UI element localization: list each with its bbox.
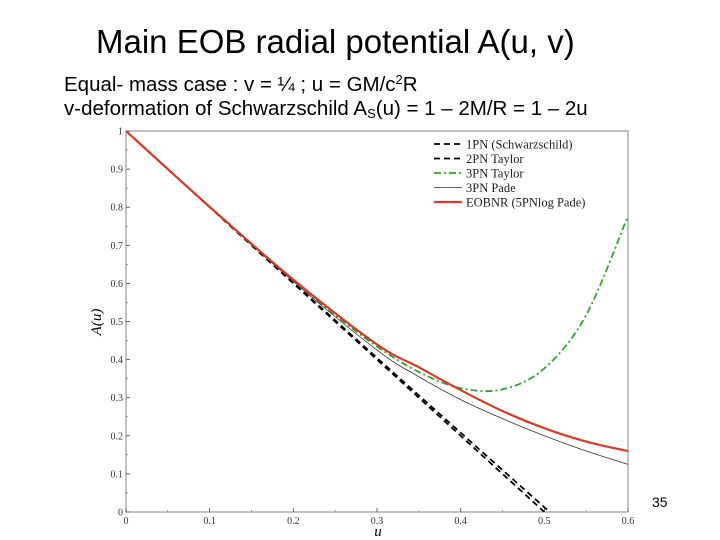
series-line-5: [126, 131, 628, 453]
y-tick-label: 0.3: [111, 393, 124, 404]
x-tick-label: 0.2: [287, 516, 300, 527]
chart-axes: 0 0.1 0.2 0.3 0.4 0.5 0.6 0 0.1 0.2 0.3 0.4 0.5 0.6 0.…: [89, 127, 634, 540]
series-line-4: [126, 131, 628, 465]
y-tick-label: 0.4: [111, 355, 124, 366]
y-tick-label: 0.2: [111, 431, 124, 442]
y-tick-label: 0: [118, 508, 123, 519]
series-line-3: [126, 131, 628, 393]
y-tick-label: 0.9: [111, 165, 124, 176]
y-tick-label: 0.1: [111, 469, 124, 480]
subtitle-line-2-text: v-deformation of Schwarzschild A: [64, 97, 368, 120]
legend-label-5: EOBNR (5PNlog Pade): [466, 196, 585, 210]
page-number: 35: [652, 494, 668, 510]
subtitle-line-2-end: (u) = 1 – 2M/R = 1 – 2u: [375, 97, 588, 120]
y-tick-label: 0.6: [111, 279, 124, 290]
x-tick-label: 0.5: [538, 516, 551, 527]
subtitle-line-2: v-deformation of Schwarzschild AS(u) = 1…: [64, 97, 588, 126]
subtitle-line-1: Equal- mass case : v = ¼ ; u = GM/c2R: [64, 68, 418, 97]
x-tick-label: 0.6: [622, 516, 635, 527]
chart-series: [126, 131, 628, 512]
x-tick-label: 0: [124, 516, 129, 527]
subtitle-line-1-text: Equal- mass case : v = ¼ ; u = GM/c: [64, 73, 396, 96]
subtitle-line-1-superscript: 2: [395, 72, 403, 87]
legend-label-4: 3PN Pade: [466, 181, 516, 195]
slide-title: Main EOB radial potential A(u, v): [96, 23, 575, 60]
y-tick-label: 1: [118, 127, 123, 138]
plot-frame: [125, 130, 629, 513]
subtitle-line-1-end: R: [402, 73, 418, 96]
subtitle-line-2-subscript: S: [367, 106, 376, 121]
x-tick-label: 0.4: [454, 516, 467, 527]
x-tick-label: 0.3: [371, 516, 384, 527]
y-tick-label: 0.8: [111, 203, 124, 214]
legend-label-1: 1PN (Schwarzschild): [466, 138, 573, 152]
y-axis-label: A(u): [89, 309, 105, 337]
x-tick-label: 0.1: [203, 516, 216, 527]
y-tick-label: 0.7: [111, 241, 124, 252]
legend-label-3: 3PN Taylor: [466, 167, 524, 181]
y-tick-label: 0.5: [111, 317, 124, 328]
legend-label-2: 2PN Taylor: [466, 152, 524, 166]
x-axis-label: u: [374, 524, 382, 540]
